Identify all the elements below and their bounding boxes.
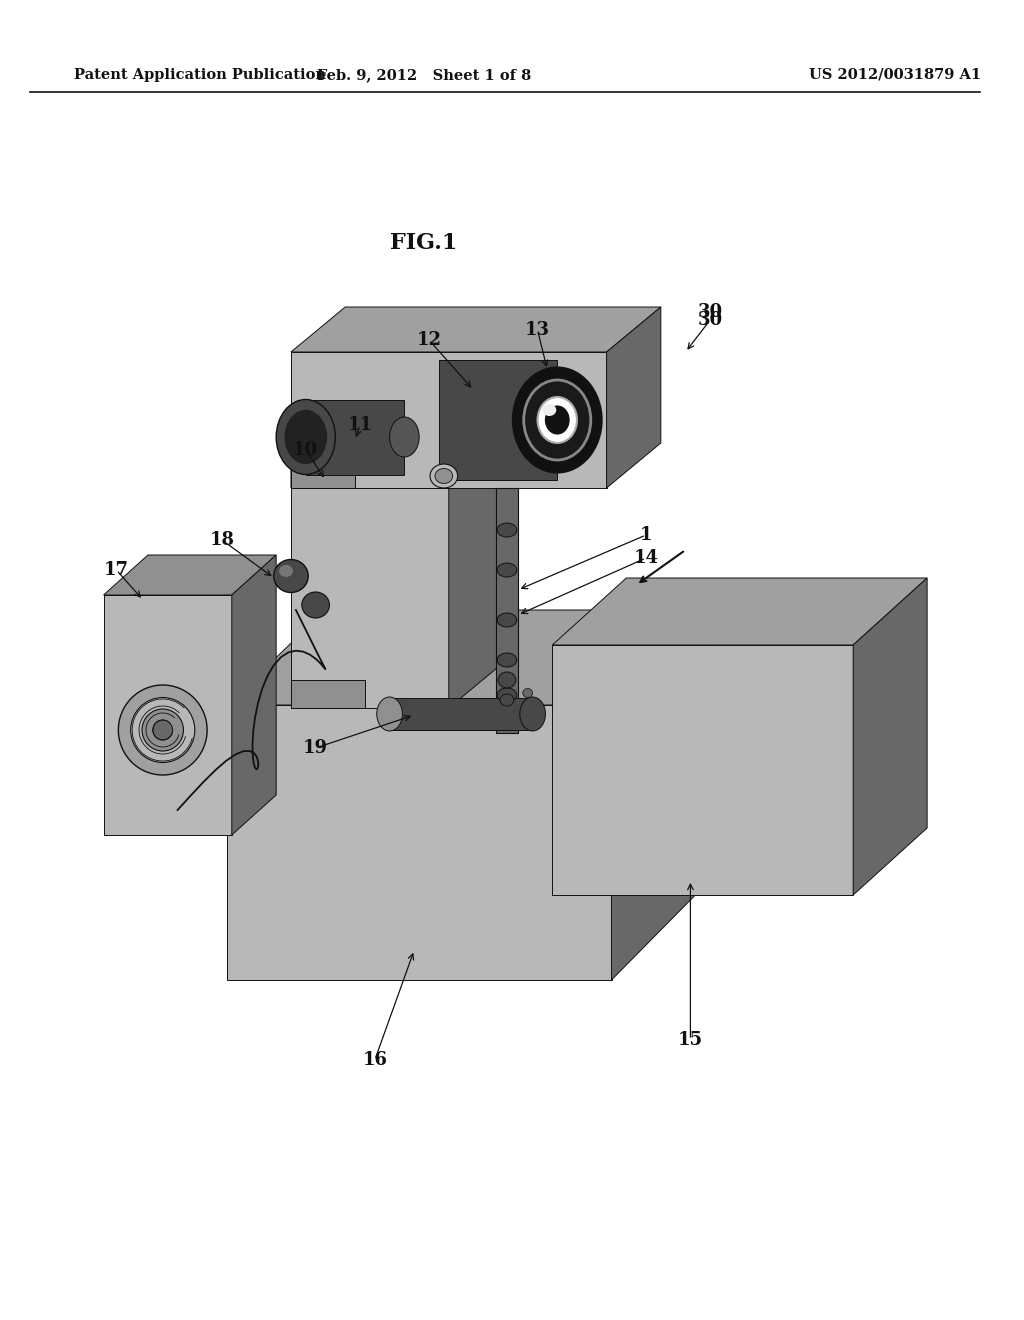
Polygon shape — [552, 578, 927, 645]
Ellipse shape — [497, 688, 517, 702]
Text: 12: 12 — [417, 331, 441, 348]
Ellipse shape — [497, 564, 517, 577]
Ellipse shape — [523, 380, 591, 459]
Text: 10: 10 — [293, 441, 318, 459]
Polygon shape — [449, 444, 503, 708]
Polygon shape — [853, 578, 927, 895]
Text: Feb. 9, 2012   Sheet 1 of 8: Feb. 9, 2012 Sheet 1 of 8 — [317, 69, 531, 82]
Polygon shape — [291, 488, 449, 708]
Polygon shape — [552, 645, 853, 895]
Text: Patent Application Publication: Patent Application Publication — [74, 69, 326, 82]
Ellipse shape — [153, 719, 173, 741]
Polygon shape — [227, 705, 611, 979]
Text: US 2012/0031879 A1: US 2012/0031879 A1 — [809, 69, 981, 82]
Ellipse shape — [131, 697, 195, 763]
Polygon shape — [291, 420, 355, 488]
Text: 15: 15 — [678, 1031, 702, 1049]
Ellipse shape — [497, 653, 517, 667]
Ellipse shape — [119, 685, 207, 775]
Polygon shape — [606, 308, 660, 488]
Ellipse shape — [543, 404, 556, 416]
Ellipse shape — [497, 612, 517, 627]
Ellipse shape — [522, 689, 532, 697]
Bar — [496, 488, 518, 733]
Polygon shape — [103, 595, 231, 836]
Ellipse shape — [513, 367, 602, 473]
Polygon shape — [291, 444, 503, 488]
Ellipse shape — [500, 694, 514, 706]
Ellipse shape — [276, 400, 335, 474]
Ellipse shape — [497, 523, 517, 537]
Ellipse shape — [377, 697, 402, 731]
Text: 30: 30 — [697, 304, 723, 321]
Polygon shape — [439, 360, 557, 480]
Text: 17: 17 — [103, 561, 129, 579]
Polygon shape — [291, 680, 365, 708]
Polygon shape — [291, 420, 355, 488]
Text: 30: 30 — [697, 312, 723, 329]
Polygon shape — [291, 308, 660, 352]
Polygon shape — [231, 554, 276, 836]
Text: 14: 14 — [634, 549, 658, 568]
Ellipse shape — [435, 469, 453, 483]
Polygon shape — [227, 610, 710, 705]
Ellipse shape — [546, 407, 569, 434]
Ellipse shape — [538, 397, 577, 444]
Ellipse shape — [389, 417, 419, 457]
Polygon shape — [611, 610, 710, 979]
Ellipse shape — [142, 709, 183, 751]
Text: 16: 16 — [362, 1051, 387, 1069]
Ellipse shape — [284, 409, 328, 465]
Ellipse shape — [498, 672, 516, 688]
Polygon shape — [291, 352, 606, 488]
Text: 19: 19 — [303, 739, 328, 756]
Polygon shape — [306, 400, 404, 475]
Polygon shape — [103, 554, 276, 595]
Ellipse shape — [430, 465, 458, 488]
Text: FIG.1: FIG.1 — [390, 232, 458, 253]
Ellipse shape — [280, 565, 293, 577]
Ellipse shape — [273, 560, 308, 593]
Text: 11: 11 — [347, 416, 373, 434]
Ellipse shape — [302, 591, 330, 618]
Text: 13: 13 — [525, 321, 550, 339]
Ellipse shape — [520, 697, 546, 731]
Polygon shape — [389, 698, 532, 730]
Text: 18: 18 — [210, 531, 234, 549]
Text: 1: 1 — [640, 525, 652, 544]
